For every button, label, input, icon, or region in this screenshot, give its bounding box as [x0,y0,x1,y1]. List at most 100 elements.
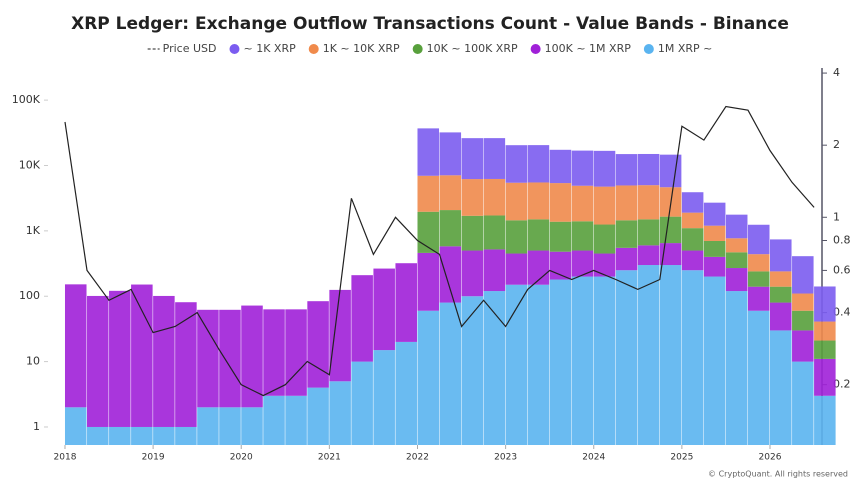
bar-segment [659,154,682,188]
bar-segment [131,284,153,427]
y2-tick-label: 4 [833,66,840,79]
bar-segment [615,154,638,186]
bar-segment [395,263,417,342]
bar-segment [417,211,440,253]
bar-segment [637,185,660,220]
bar-segment [373,268,395,351]
bar-segment [549,149,572,184]
bar-segment [64,284,87,408]
bar-segment [417,310,440,445]
bar-segment [747,271,770,287]
bar-segment [637,219,660,246]
bar-segment [395,341,417,445]
bar-segment [461,138,484,180]
bar-segment [747,254,770,272]
bar-segment [527,145,550,183]
bar-segment [417,175,440,212]
bar-segment [593,150,616,187]
bar-segment [64,407,87,445]
bar-segment [659,243,682,266]
bar-segment [637,245,660,266]
legend-swatch [412,44,423,54]
bar-segment [593,253,616,277]
y-tick-label: 1K [26,224,41,237]
bar-segment [505,182,528,221]
bar-segment [770,239,792,272]
bar-segment [549,221,572,252]
bar-segment [814,358,836,396]
bar-segment [241,305,263,408]
bar-segment [461,250,484,297]
bar-segment [814,340,836,359]
y-tick-label: 1 [33,420,40,433]
bar-segment [197,407,219,445]
bar-segment [571,250,594,277]
bar-segment [659,265,682,445]
bar-segment [615,185,638,221]
bar-segment [792,310,814,331]
bar-segment [153,295,175,427]
bar-segment [681,212,704,229]
bar-segment [703,225,726,241]
bar-segment [175,426,197,445]
legend-swatch [643,44,654,54]
legend-label: ~ 1K XRP [243,42,296,55]
bar-segment [770,271,792,287]
bar-segment [747,224,770,255]
bar-segment [814,395,836,445]
bar-segment [549,183,572,222]
bar-segment [131,426,153,445]
bar-segment [285,309,307,396]
x-tick-label: 2018 [54,453,77,463]
bar-segment [593,276,616,445]
y2-tick-label: 0.4 [833,306,851,319]
y-tick-label: 10K [19,158,41,171]
bar-segment [725,238,748,253]
bar-segment [483,178,506,216]
bar-segment [417,252,440,311]
bar-segment [439,175,462,211]
bar-segment [527,182,550,220]
x-tick-label: 2022 [406,453,429,463]
bar-segment [593,186,616,225]
y2-tick-label: 0.8 [833,233,851,246]
bar-segment [527,284,550,445]
bar-segment [505,145,528,183]
bar-segment [505,253,528,285]
bar-segment [637,265,660,445]
x-tick-label: 2019 [142,453,165,463]
legend: Price USD ~ 1K XRP 1K ~ 10K XRP 10K ~ 100K … [147,42,712,55]
bar-segment [814,321,836,341]
x-tick-label: 2024 [582,453,605,463]
bar-segment [307,301,329,388]
bar-segment [87,295,109,427]
bar-segment [219,407,241,445]
bar-segment [792,293,814,311]
bar-segment [681,250,704,271]
bar-segment [725,252,748,269]
legend-label: 10K ~ 100K XRP [427,42,518,55]
bar-segment [681,192,704,213]
y-tick-label: 10 [26,355,40,368]
bar-segment [571,150,594,186]
x-tick-label: 2021 [318,453,341,463]
bar-segment [703,256,726,277]
legend-label: Price USD [163,42,217,55]
bar-segment [505,220,528,254]
bar-segment [681,228,704,251]
legend-swatch [308,44,319,54]
y-tick-label: 100 [19,289,40,302]
bar-segment [439,302,462,445]
bar-segment [770,302,792,331]
x-tick-label: 2023 [494,453,517,463]
bar-segment [87,426,109,445]
bar-segment [351,275,373,362]
bar-segment [770,330,792,445]
bar-segment [153,426,175,445]
x-tick-label: 2025 [670,453,693,463]
bar-segment [373,350,395,445]
bar-segment [109,290,131,427]
bar-segment [593,224,616,254]
bar-segment [725,291,748,445]
